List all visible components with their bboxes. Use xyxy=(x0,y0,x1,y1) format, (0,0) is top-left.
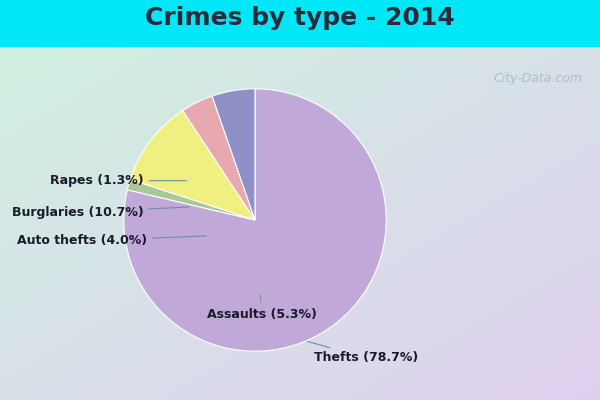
Bar xyxy=(0,0,600,46)
Wedge shape xyxy=(130,110,255,220)
Wedge shape xyxy=(124,89,386,351)
Wedge shape xyxy=(182,96,255,220)
Text: Burglaries (10.7%): Burglaries (10.7%) xyxy=(12,206,189,219)
Text: Rapes (1.3%): Rapes (1.3%) xyxy=(50,174,187,187)
Wedge shape xyxy=(127,180,255,220)
Wedge shape xyxy=(212,89,255,220)
Text: Assaults (5.3%): Assaults (5.3%) xyxy=(206,295,316,321)
Text: City-Data.com: City-Data.com xyxy=(493,72,582,85)
Text: Thefts (78.7%): Thefts (78.7%) xyxy=(308,342,418,364)
Text: Crimes by type - 2014: Crimes by type - 2014 xyxy=(145,6,455,30)
Text: Auto thefts (4.0%): Auto thefts (4.0%) xyxy=(17,234,206,248)
